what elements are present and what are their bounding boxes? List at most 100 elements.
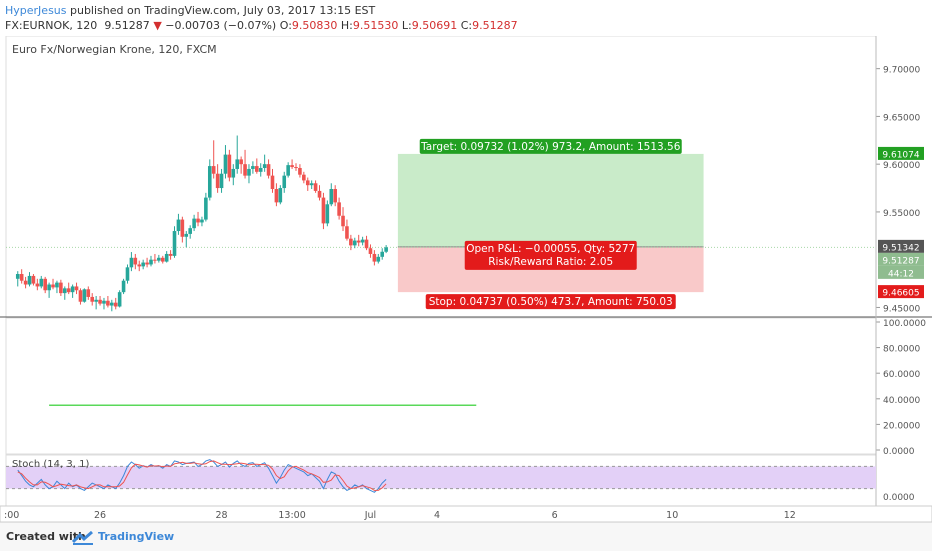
candle-body	[211, 166, 216, 174]
indicator-axis-label: 100.0000	[883, 319, 926, 329]
open-value: 9.50830	[291, 19, 338, 32]
candle-body	[176, 219, 181, 232]
author-link[interactable]: HyperJesus	[5, 4, 67, 17]
candle-body	[19, 274, 24, 281]
candle-body	[145, 262, 149, 265]
candle-body	[337, 202, 341, 216]
candle-body	[153, 259, 157, 261]
candle-body	[356, 240, 361, 243]
time-axis-label: 12	[784, 510, 796, 521]
tradingview-brand-link[interactable]: TradingView	[98, 530, 175, 543]
price-pane[interactable]: 9.70000 9.65000 9.60000 9.55000 9.45000 Euro …	[5, 36, 924, 318]
symbol-label: FX:EURNOK, 120	[5, 19, 98, 32]
price-badge-box	[878, 146, 924, 160]
candle-body	[55, 282, 59, 288]
candle-body	[70, 286, 75, 293]
candle-body	[345, 226, 349, 239]
candle-body	[86, 289, 91, 297]
candle-body	[62, 288, 67, 294]
ohlc-legend: FX:EURNOK, 120 9.51287 ▼ −0.00703 (−0.07…	[5, 19, 518, 32]
price-axis-label: 9.60000	[883, 161, 920, 171]
stochastic-pane[interactable]: Stoch (14, 3, 1) 0.0000	[5, 36, 915, 507]
candle-body	[223, 154, 228, 174]
candle-body	[243, 164, 247, 176]
publish-info: HyperJesus published on TradingView.com,…	[5, 4, 375, 17]
candle-body	[372, 253, 377, 262]
candle-body	[255, 166, 259, 172]
time-axis-label: 10	[666, 510, 678, 521]
candle-body	[215, 173, 220, 189]
risk-reward-label: Risk/Reward Ratio: 2.05	[488, 256, 613, 268]
indicator-pane[interactable]: 100.0000 80.0000 60.0000 40.0000 20.0000 0.00…	[0, 316, 932, 457]
candle-body	[129, 257, 134, 268]
candle-body	[282, 175, 287, 189]
candle-body	[102, 300, 106, 304]
candle-body	[172, 231, 177, 256]
target-zone	[397, 153, 704, 247]
candle-body	[82, 289, 87, 302]
candle-body	[305, 180, 310, 186]
candle-body	[313, 183, 318, 191]
candle-body	[321, 197, 326, 224]
candle-body	[294, 167, 298, 169]
stochastic-series-line	[17, 460, 387, 491]
created-with-label: Created with	[6, 530, 86, 543]
candle-body	[352, 240, 357, 246]
pnl-label-box	[464, 240, 637, 270]
candle-body	[207, 166, 212, 198]
candle-body	[196, 218, 200, 223]
target-label: Target: 0.09732 (1.02%) 973.2, Amount: 1…	[420, 141, 681, 153]
candle-body	[66, 288, 71, 293]
high-label: H:	[340, 19, 353, 32]
candle-body	[106, 300, 110, 306]
price-axis-label: 9.65000	[883, 113, 920, 123]
candle-body	[180, 219, 185, 237]
stop-label-box	[425, 294, 676, 310]
footer: Created with TradingView	[0, 522, 932, 551]
candle-body	[51, 284, 55, 288]
candle-body	[110, 302, 114, 306]
candle-body	[219, 173, 224, 189]
candle-body	[286, 165, 290, 176]
candle-body	[188, 228, 192, 234]
chart-canvas[interactable]: 9.70000 9.65000 9.60000 9.55000 9.45000 Euro …	[0, 36, 932, 522]
candle-body	[47, 284, 51, 291]
candle-body	[164, 253, 169, 262]
indicator-pane-frame	[5, 317, 877, 455]
stop-label: Stop: 0.04737 (0.50%) 473.7, Amount: 750…	[429, 296, 673, 308]
candle-body	[247, 168, 251, 176]
time-axis-label: 26	[94, 510, 106, 521]
candle-body	[258, 167, 263, 172]
candle-body	[125, 267, 130, 281]
indicator-axis-label: 20.0000	[883, 421, 920, 431]
candle-body	[78, 290, 83, 302]
price-badge-box	[878, 239, 924, 253]
candle-body	[31, 275, 36, 284]
candle-body	[168, 253, 173, 256]
chart-header: HyperJesus published on TradingView.com,…	[0, 0, 932, 36]
candle-body	[98, 299, 102, 304]
candle-body	[274, 189, 279, 203]
price-axis-label: 9.55000	[883, 209, 920, 219]
price-badge-label: 9.46605	[882, 289, 919, 299]
candle-body	[325, 204, 330, 224]
candle-body	[27, 275, 32, 285]
candle-body	[309, 183, 314, 186]
candle-body	[204, 197, 208, 220]
high-value: 9.51530	[352, 19, 399, 32]
indicator-axis-label: 80.0000	[883, 345, 920, 355]
candle-body	[239, 159, 243, 165]
time-axis-label: Jul	[364, 510, 376, 521]
candle-body	[113, 302, 118, 307]
tradingview-logo-icon	[71, 530, 94, 549]
candle-body	[74, 286, 79, 291]
time-axis[interactable]: 26 28 13:00 Jul 4 6 10 12:00	[0, 505, 932, 522]
candle-body	[133, 257, 138, 265]
close-value: 9.51287	[472, 19, 518, 32]
candle-body	[157, 257, 161, 261]
open-label: O:	[279, 19, 292, 32]
candle-body	[184, 233, 189, 237]
indicator-axis-label: 40.0000	[883, 396, 920, 406]
candle-body	[59, 282, 63, 294]
candle-body	[290, 165, 294, 168]
